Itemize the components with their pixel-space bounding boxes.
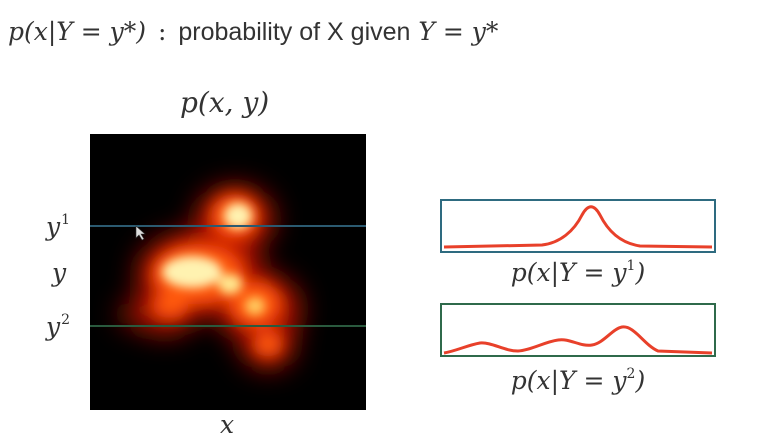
title-formula: p(x|Y = y*): [8, 17, 147, 46]
heat-hot-core: [162, 203, 265, 315]
conditional-label-y1: p(x|Y = y1): [510, 258, 646, 287]
conditional-label-y2: p(x|Y = y2): [510, 366, 646, 395]
y2-axis-label: y2: [46, 312, 71, 341]
slide-title: p(x|Y = y*) : probability of X given Y =…: [8, 14, 498, 50]
y-axis-label: y: [52, 258, 67, 287]
conditional-curve-y1: [443, 205, 713, 249]
joint-heatmap: [90, 134, 366, 410]
mouse-cursor-icon: [135, 225, 146, 241]
heatmap-canvas: [90, 187, 366, 368]
conditional-panel-y1: [440, 199, 716, 253]
title-text: probability of X given: [178, 18, 411, 46]
conditional-panel-y2: [440, 303, 716, 357]
conditional-curve-y2: [443, 325, 713, 355]
y1-axis-label: y1: [46, 212, 71, 241]
joint-distribution-label: p(x, y): [180, 86, 270, 119]
x-axis-label: x: [220, 410, 235, 439]
title-condition: Y = y*: [418, 17, 499, 46]
title-separator: :: [157, 17, 167, 46]
